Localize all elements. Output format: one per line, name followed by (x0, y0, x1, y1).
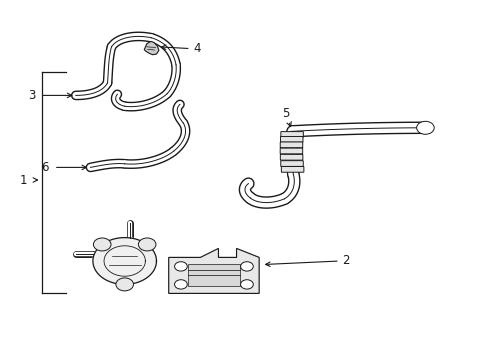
Polygon shape (144, 41, 159, 55)
Circle shape (174, 280, 187, 289)
Polygon shape (93, 238, 156, 284)
FancyBboxPatch shape (280, 132, 303, 138)
Polygon shape (188, 264, 239, 286)
Text: 1: 1 (20, 174, 27, 186)
Circle shape (240, 280, 253, 289)
FancyBboxPatch shape (280, 136, 303, 142)
Circle shape (138, 238, 156, 251)
Circle shape (240, 262, 253, 271)
FancyBboxPatch shape (281, 166, 303, 172)
Circle shape (416, 121, 433, 134)
Polygon shape (168, 248, 259, 293)
FancyBboxPatch shape (280, 154, 302, 160)
Text: 2: 2 (342, 255, 349, 267)
FancyBboxPatch shape (280, 142, 302, 148)
Circle shape (116, 278, 133, 291)
FancyBboxPatch shape (280, 148, 302, 154)
Circle shape (174, 262, 187, 271)
Circle shape (93, 238, 111, 251)
Text: 5: 5 (282, 107, 289, 120)
Text: 6: 6 (41, 161, 49, 174)
Text: 3: 3 (28, 89, 36, 102)
FancyBboxPatch shape (280, 161, 303, 166)
Text: 4: 4 (193, 42, 200, 55)
